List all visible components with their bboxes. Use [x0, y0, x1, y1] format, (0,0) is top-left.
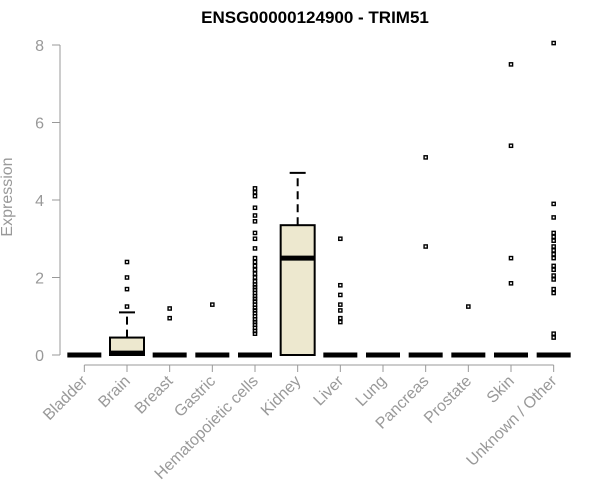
outlier-point: [252, 271, 258, 276]
x-tick-label: Lung: [353, 373, 390, 410]
outlier-point: [551, 234, 556, 240]
x-tick-label: Kidney: [258, 373, 305, 420]
outlier-point: [551, 251, 556, 257]
outlier-point: [423, 155, 428, 160]
outlier-point: [551, 40, 556, 46]
outlier-point: [252, 219, 258, 224]
outlier-point: [252, 279, 258, 284]
outlier-point: [252, 236, 258, 242]
outlier-point: [338, 302, 343, 307]
outlier-point: [167, 306, 172, 311]
outlier-point: [551, 267, 556, 273]
outlier-point: [551, 277, 556, 282]
outlier-point: [551, 286, 556, 292]
outlier-point: [252, 205, 258, 211]
outlier-point: [338, 236, 343, 242]
outlier-point: [252, 275, 258, 280]
outlier-point: [210, 302, 215, 307]
chart-title: ENSG00000124900 - TRIM51: [201, 8, 429, 27]
x-tick-label: Liver: [311, 372, 348, 409]
outlier-point: [508, 255, 514, 261]
outlier-point: [252, 193, 258, 199]
y-tick-label: 8: [35, 38, 44, 55]
x-tick-label: Breast: [132, 372, 177, 417]
box-body: [279, 224, 316, 356]
outlier-point: [423, 244, 428, 249]
outlier-point: [124, 304, 130, 309]
outlier-point: [252, 259, 258, 265]
outlier-point: [338, 292, 343, 298]
outlier-point: [167, 315, 172, 321]
outlier-point: [551, 331, 556, 336]
outlier-point: [508, 281, 514, 286]
outlier-point: [252, 255, 258, 261]
outlier-point: [551, 248, 556, 253]
outlier-point: [508, 143, 514, 149]
outlier-point: [551, 273, 556, 278]
x-tick-label: Skin: [484, 373, 518, 407]
outlier-point: [338, 308, 343, 313]
y-tick-label: 6: [35, 116, 44, 133]
outlier-point: [551, 263, 556, 269]
outlier-point: [124, 275, 130, 280]
outlier-point: [551, 230, 556, 236]
y-tick-label: 0: [35, 348, 44, 365]
outlier-point: [252, 230, 258, 236]
y-tick-label: 2: [35, 271, 44, 288]
outlier-point: [252, 213, 258, 218]
outlier-point: [338, 319, 343, 325]
outlier-point: [551, 201, 556, 207]
outlier-point: [252, 263, 258, 269]
outlier-point: [338, 315, 343, 321]
outlier-point: [551, 215, 556, 220]
outlier-point: [252, 267, 258, 273]
x-tick-label: Bladder: [40, 372, 91, 423]
outlier-point: [124, 286, 130, 292]
outlier-point: [551, 335, 556, 340]
outlier-point: [338, 282, 343, 288]
outlier-point: [252, 189, 258, 195]
outlier-point: [252, 186, 258, 191]
outlier-point: [124, 259, 130, 265]
outlier-point: [508, 62, 514, 67]
y-tick-label: 4: [35, 193, 44, 210]
outlier-point: [466, 304, 471, 309]
x-tick-label: Prostate: [421, 373, 475, 427]
outlier-point: [551, 244, 556, 249]
outlier-point: [551, 255, 556, 261]
outlier-point: [252, 246, 258, 251]
outlier-point: [551, 238, 556, 243]
outlier-point: [551, 290, 556, 296]
x-tick-label: Brain: [95, 373, 133, 411]
